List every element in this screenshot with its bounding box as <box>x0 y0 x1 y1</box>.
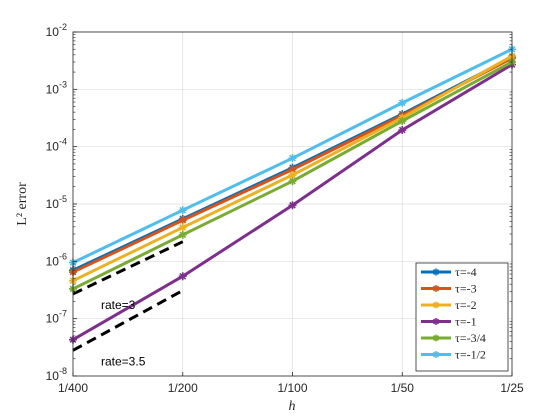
annotations: rate=3 rate=3.5 <box>101 298 146 368</box>
y-tick-label: 10-6 <box>46 251 67 268</box>
data-point <box>288 154 297 163</box>
legend-marker <box>432 318 440 325</box>
axis-ticks: 1/400 1/200 1/100 1/50 1/25 10-8 10-7 10-6 10-5 1… <box>46 22 524 395</box>
x-tick-label: 1/100 <box>277 381 307 395</box>
legend-entry-label: τ=-4 <box>455 265 477 279</box>
legend-entry-label: τ=-1 <box>455 315 477 329</box>
data-point <box>288 165 297 174</box>
data-point <box>288 171 297 180</box>
legend: τ=-4 τ=-3 τ=-2 τ=-1 τ=-3/4 τ=-1/2 <box>415 262 509 372</box>
data-point <box>178 272 187 281</box>
legend-marker <box>432 334 440 342</box>
reference-line <box>72 240 184 296</box>
y-tick-label: 10-5 <box>46 194 67 211</box>
data-point <box>178 223 187 232</box>
x-tick-label: 1/200 <box>168 381 198 395</box>
legend-entry-label: τ=-3/4 <box>455 331 486 345</box>
reference-lines <box>72 240 184 352</box>
x-tick-label: 1/25 <box>500 381 524 395</box>
reference-line-label: rate=3.5 <box>101 354 146 368</box>
legend-marker <box>432 351 440 358</box>
reference-line-label: rate=3 <box>101 298 136 312</box>
y-tick-label: 10-2 <box>46 22 67 39</box>
data-point <box>288 201 297 210</box>
x-tick-label: 1/50 <box>391 381 415 395</box>
y-tick-label: 10-8 <box>46 366 67 383</box>
legend-entry-label: τ=-3 <box>455 282 477 296</box>
x-tick-label: 1/400 <box>58 381 88 395</box>
reference-line <box>72 289 184 352</box>
data-point <box>178 206 187 215</box>
data-point <box>398 117 407 126</box>
data-point <box>398 126 407 135</box>
y-axis-label: L² error <box>15 182 30 226</box>
legend-entry-label: τ=-2 <box>455 298 477 312</box>
y-tick-label: 10-3 <box>46 79 67 96</box>
legend-marker <box>432 301 440 309</box>
data-point <box>178 216 187 225</box>
y-tick-label: 10-4 <box>46 137 67 154</box>
data-point <box>288 177 297 186</box>
y-tick-label: 10-7 <box>46 309 67 326</box>
legend-marker <box>432 285 440 292</box>
legend-entry-label: τ=-1/2 <box>455 348 486 362</box>
legend-marker <box>432 268 440 276</box>
data-point <box>398 98 407 107</box>
x-axis-label: h <box>289 399 296 414</box>
data-point <box>178 230 187 239</box>
